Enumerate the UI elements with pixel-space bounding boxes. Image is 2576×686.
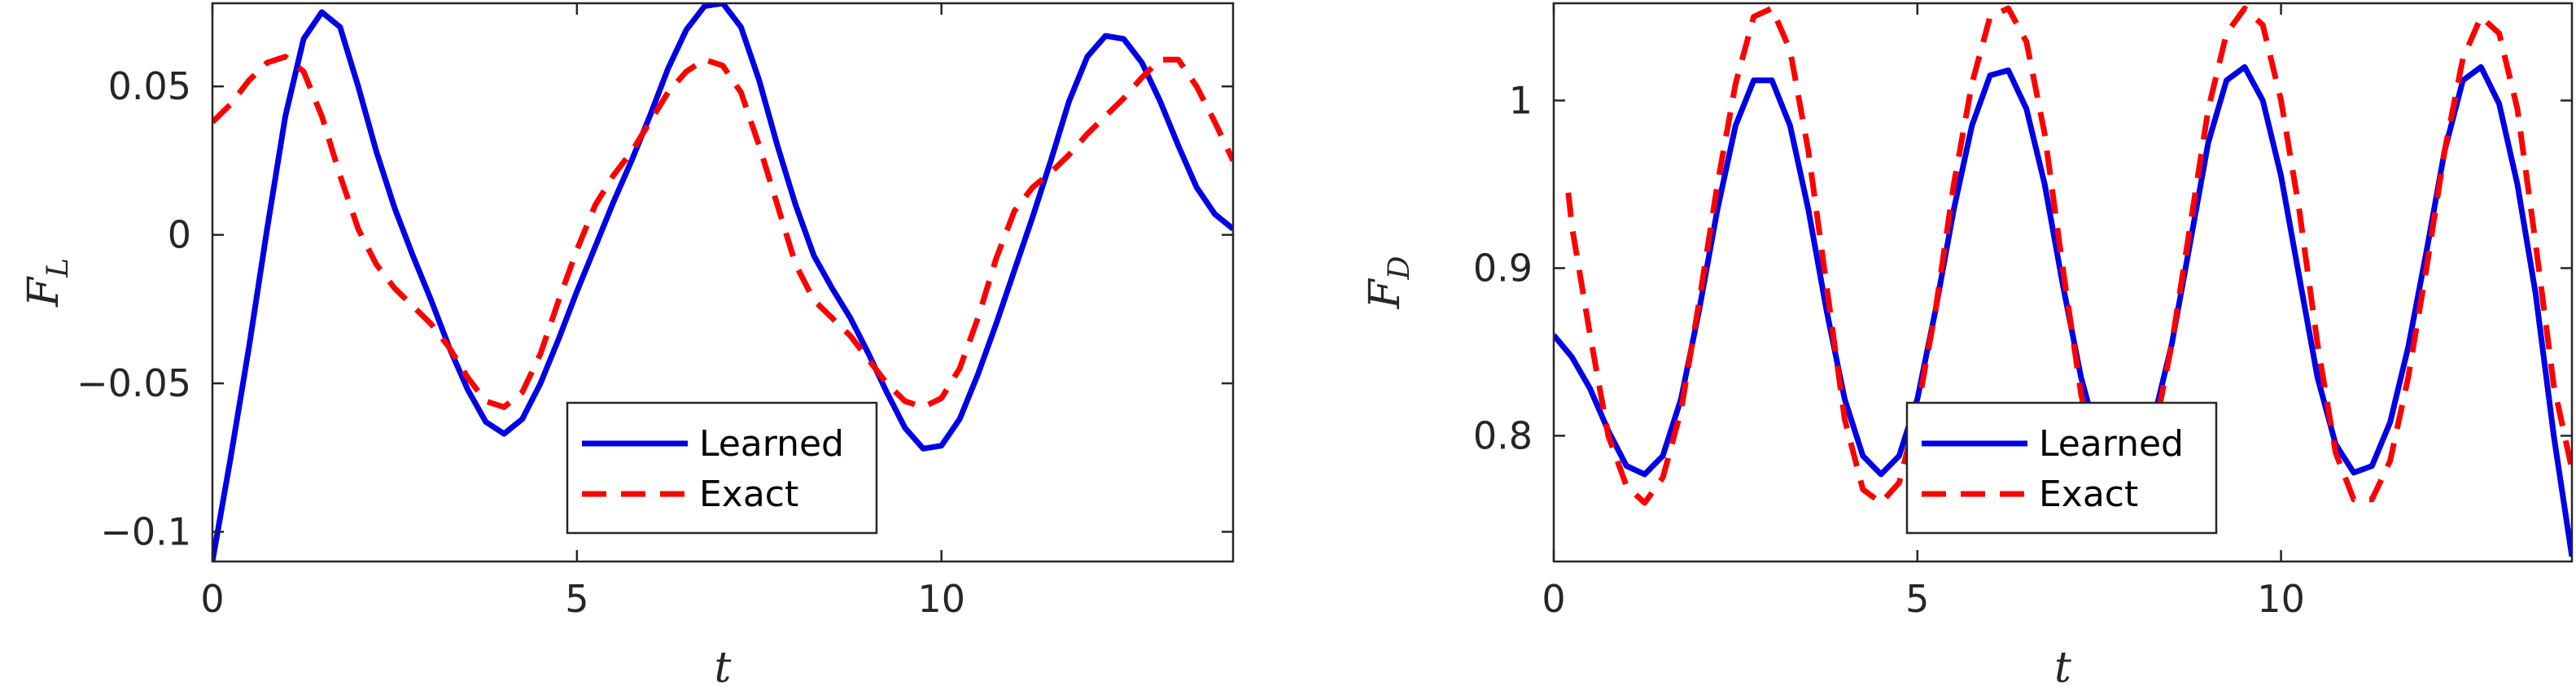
legend: Learned Exact — [1905, 401, 2218, 535]
legend-label-exact: Exact — [699, 474, 798, 515]
x-axis-label: t — [2054, 644, 2071, 686]
legend-label-exact: Exact — [2039, 474, 2138, 515]
legend: Learned Exact — [566, 401, 878, 535]
y-tick-label: −0.1 — [100, 510, 191, 554]
y-tick-label: 0 — [168, 213, 191, 257]
series-exact-line — [212, 54, 1233, 410]
legend-box — [566, 401, 878, 535]
y-tick-label: −0.05 — [77, 361, 191, 405]
y-tick-label: 0.05 — [108, 64, 191, 108]
x-axis-label: t — [715, 644, 732, 686]
x-tick-label: 0 — [1542, 577, 1565, 621]
legend-label-learned: Learned — [2039, 423, 2184, 465]
x-tick-label: 5 — [565, 577, 588, 621]
y-axis-label: FD — [1361, 256, 1416, 309]
x-tick-label: 10 — [917, 577, 965, 621]
legend-label-learned: Learned — [699, 423, 844, 465]
x-tick-label: 0 — [200, 577, 224, 621]
y-axis-label: FL — [20, 258, 75, 308]
x-tick-label: 10 — [2257, 577, 2305, 621]
y-tick-label: 0.8 — [1473, 413, 1533, 457]
series-learned-line — [212, 3, 1233, 561]
y-tick-label: 1 — [1509, 78, 1533, 122]
series-exact-line — [1565, 5, 2572, 506]
x-tick-label: 5 — [1905, 577, 1929, 621]
lift-force-panel: 0 5 10 −0.1 −0.05 0 0.05 t FL Learned Exact — [20, 2, 1235, 686]
plot-frame — [211, 2, 1235, 563]
legend-box — [1905, 401, 2218, 535]
y-tick-label: 0.9 — [1473, 246, 1533, 290]
drag-force-panel: 0 5 10 0.8 0.9 1 t FD Learned Exact — [1361, 2, 2574, 686]
plot-frame — [1552, 2, 2574, 563]
